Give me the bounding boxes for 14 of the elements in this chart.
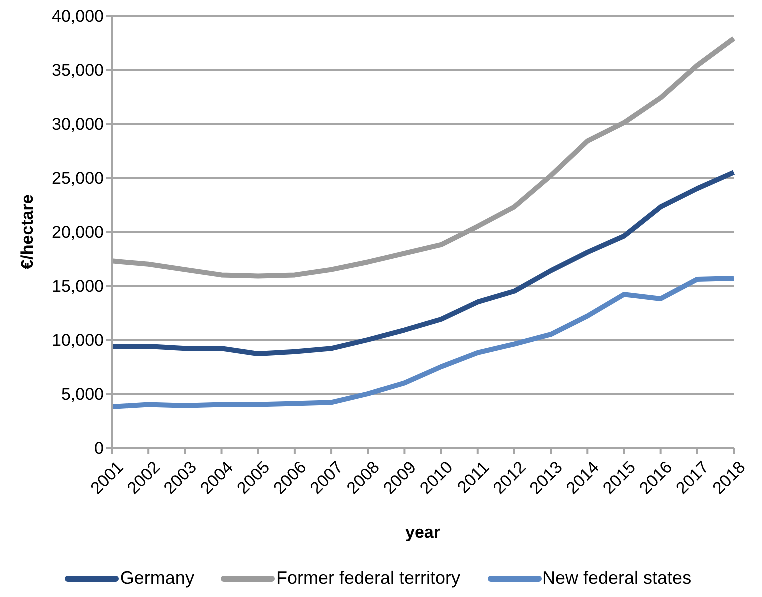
y-tick-label: 10,000 [52,331,104,350]
legend-label: Former federal territory [276,568,460,589]
y-tick-label: 0 [94,439,104,458]
y-axis-title: €/hectare [18,194,38,270]
y-tick-label: 35,000 [52,61,104,80]
x-axis-title: year [406,523,441,542]
y-tick-label: 30,000 [52,115,104,134]
legend-label: Germany [120,568,194,589]
y-tick-label: 40,000 [52,7,104,26]
y-tick-label: 25,000 [52,169,104,188]
y-tick-label: 5,000 [61,385,104,404]
legend-label: New federal states [542,568,692,589]
y-tick-label: 20,000 [52,223,104,242]
y-tick-label: 15,000 [52,277,104,296]
